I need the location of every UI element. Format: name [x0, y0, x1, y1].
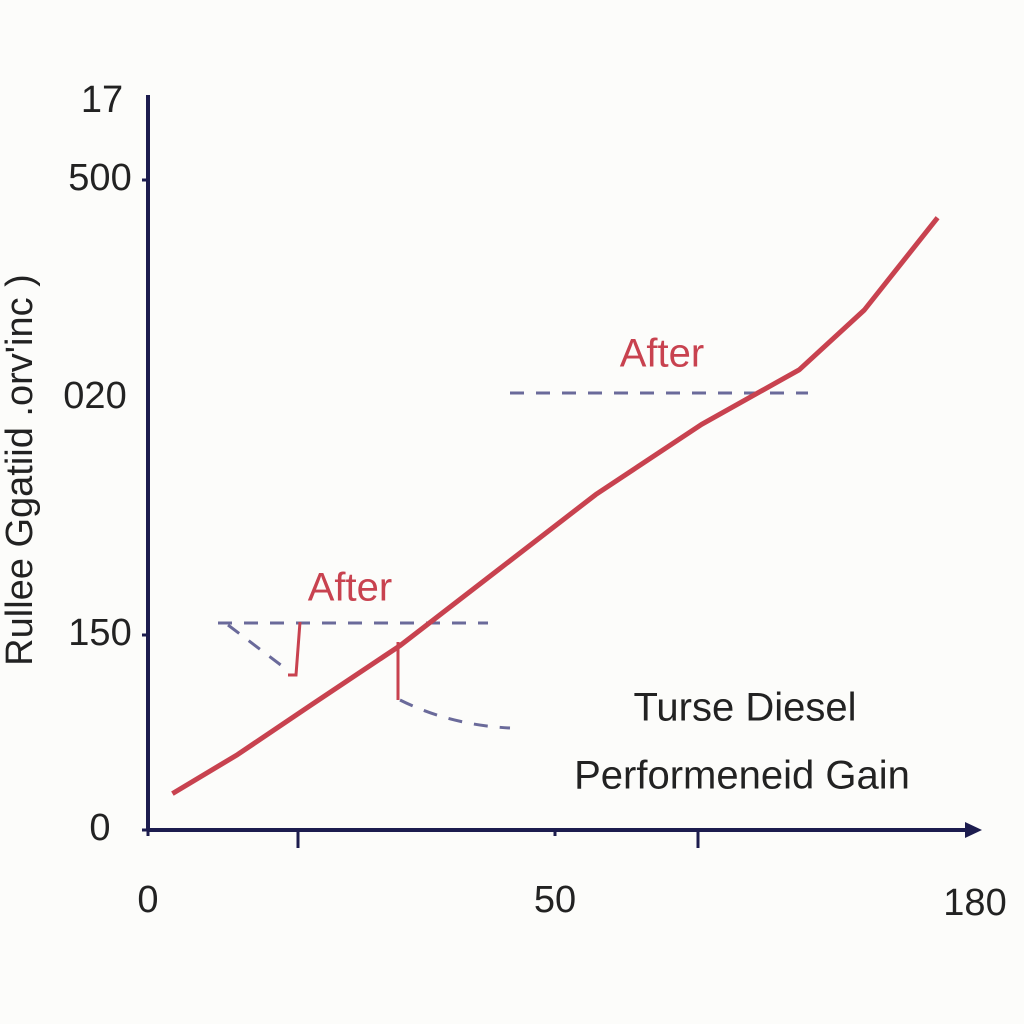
- y-tick-label: 020: [63, 375, 126, 417]
- y-tick-label: 150: [68, 612, 131, 654]
- y-tick-label: 500: [68, 157, 131, 199]
- annotation: After: [620, 332, 704, 376]
- y-tick-label: 0: [89, 807, 110, 849]
- x-axis-arrow: [965, 822, 982, 838]
- chart-subtitle: Performeneid Gain: [574, 754, 910, 798]
- y-axis-label: Rullee Ggatiid .orv'inc ): [0, 274, 41, 666]
- data-line: [171, 216, 940, 796]
- annotation: After: [308, 566, 392, 610]
- x-tick-label: 50: [534, 879, 576, 921]
- bracket: [288, 621, 400, 700]
- x-tick-label: 0: [137, 879, 158, 921]
- dashed-guides: [218, 391, 808, 730]
- guide: [227, 623, 511, 730]
- chart-title: Turse Diesel: [633, 686, 856, 730]
- x-tick-label: 180: [943, 882, 1006, 924]
- y-tick-label: 17: [81, 79, 123, 121]
